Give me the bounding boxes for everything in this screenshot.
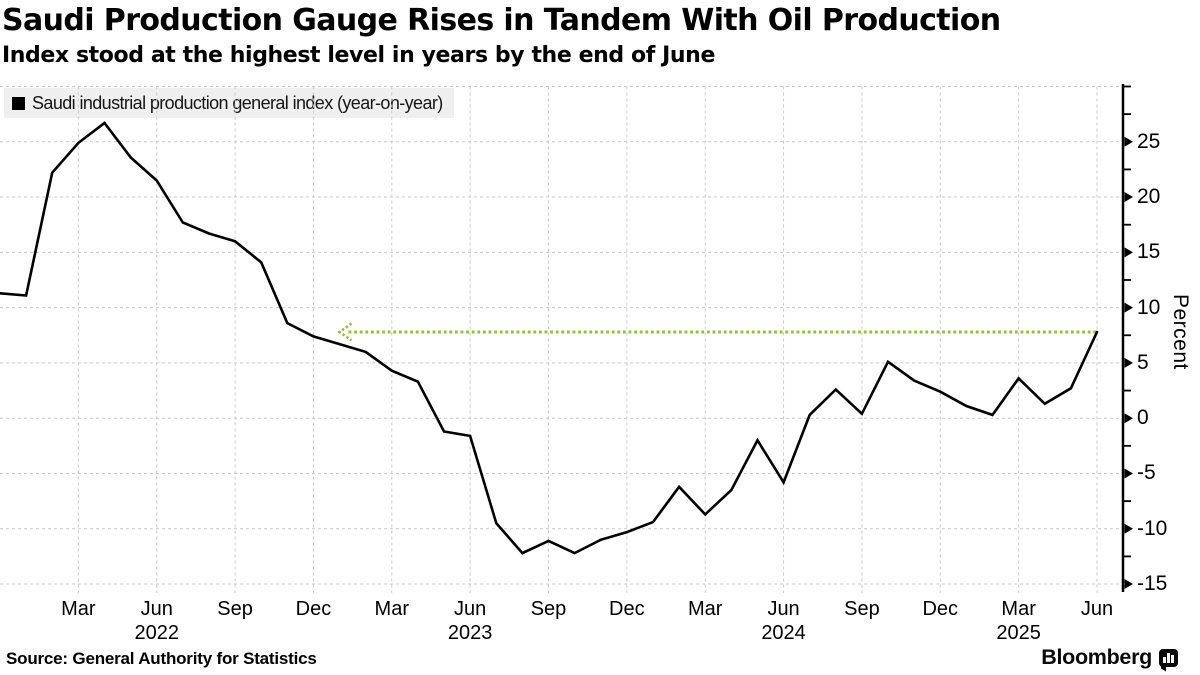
page-title: Saudi Production Gauge Rises in Tandem W… (2, 3, 1001, 38)
y-axis-title: Percent (1169, 294, 1192, 370)
bloomberg-logo: Bloomberg (1041, 645, 1178, 671)
legend-swatch-icon (12, 96, 25, 110)
legend: Saudi industrial production general inde… (4, 88, 454, 118)
source-note: Source: General Authority for Statistics (6, 649, 317, 668)
page-subtitle: Index stood at the highest level in year… (2, 43, 715, 68)
bloomberg-wordmark: Bloomberg (1041, 645, 1152, 669)
legend-label: Saudi industrial production general inde… (32, 92, 443, 113)
bloomberg-chart-icon (1159, 648, 1178, 671)
